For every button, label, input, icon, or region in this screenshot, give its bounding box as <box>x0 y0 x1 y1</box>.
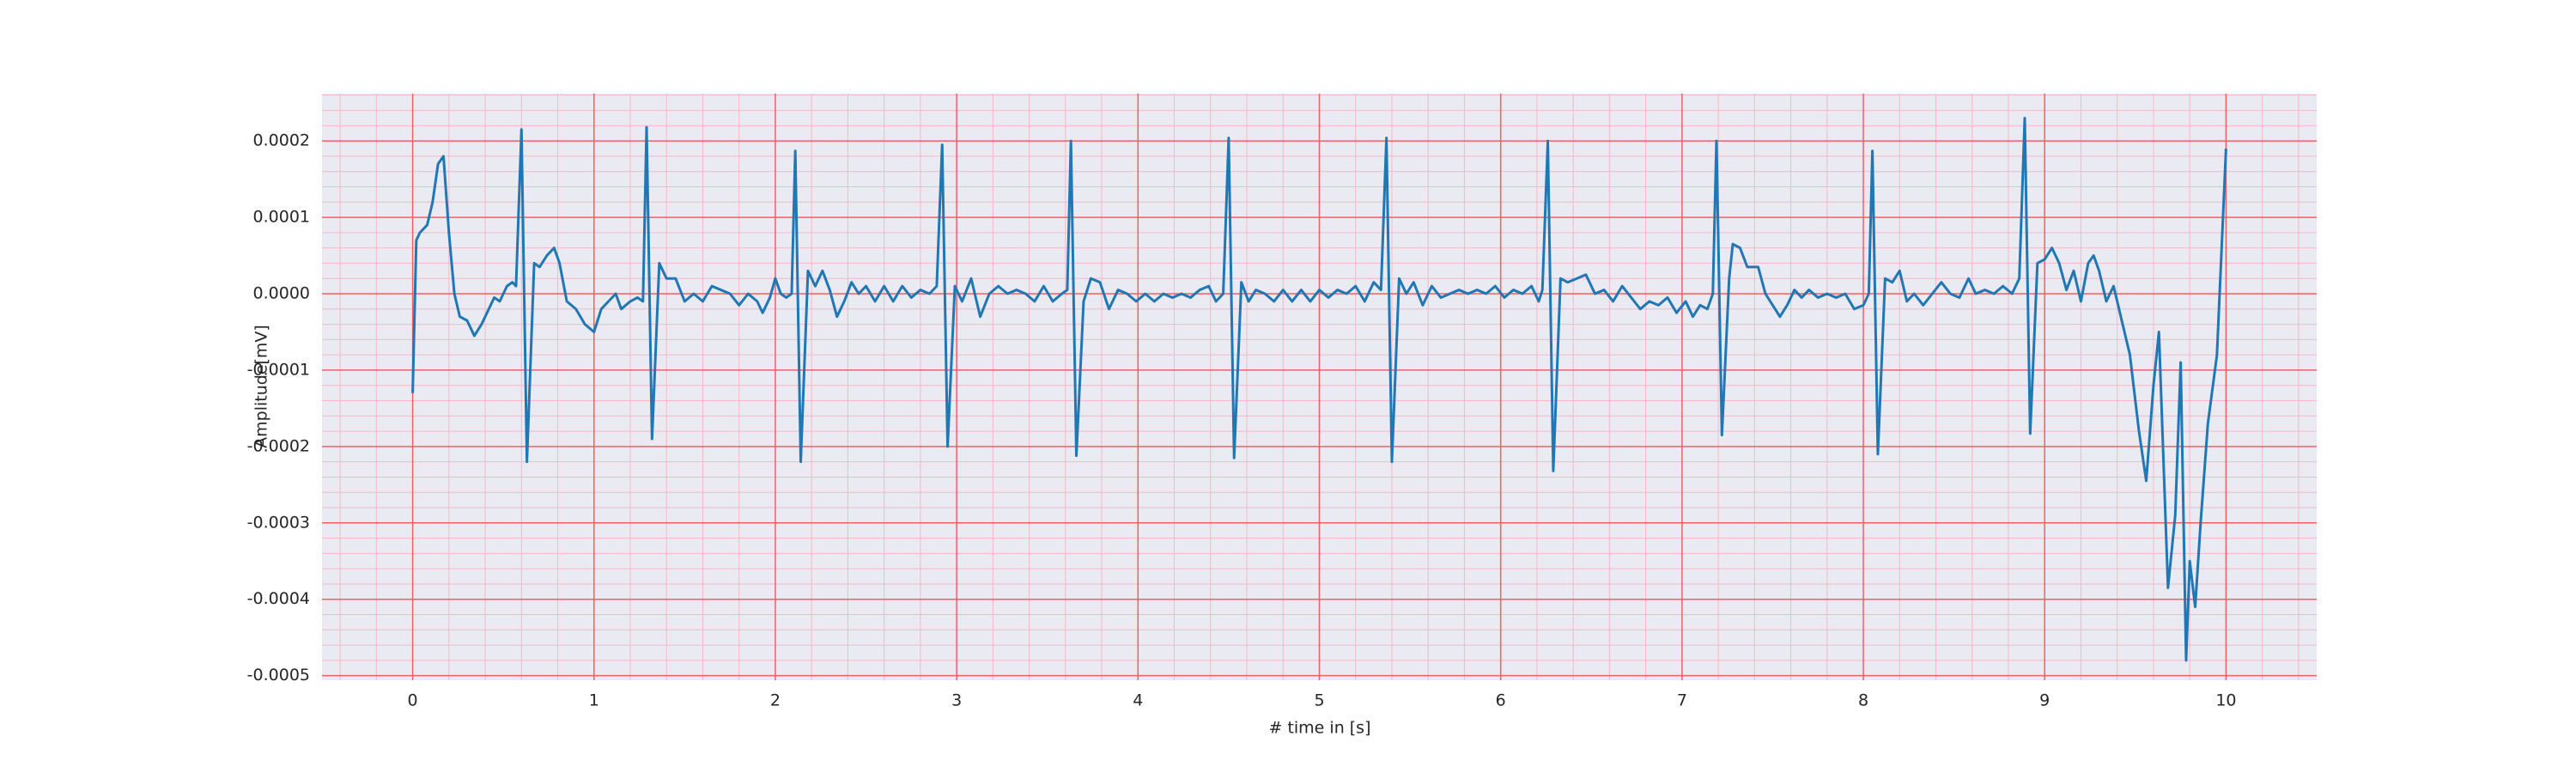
x-tick-label: 6 <box>1496 691 1506 710</box>
x-tick-label: 0 <box>408 691 418 710</box>
y-tick-label: -0.0005 <box>247 666 310 685</box>
x-axis-label: # time in [s] <box>1268 719 1370 738</box>
x-tick-label: 5 <box>1314 691 1324 710</box>
y-tick-label: -0.0003 <box>247 513 310 532</box>
x-tick-label: 10 <box>2215 691 2236 710</box>
x-tick-label: 3 <box>951 691 962 710</box>
x-tick-label: 2 <box>770 691 781 710</box>
x-tick-label: 8 <box>1858 691 1868 710</box>
y-tick-label: 0.0002 <box>253 131 310 150</box>
y-tick-label: -0.0001 <box>247 360 310 379</box>
x-tick-label: 9 <box>2039 691 2050 710</box>
x-tick-label: 4 <box>1133 691 1143 710</box>
y-tick-label: 0.0000 <box>253 284 310 303</box>
y-tick-label: -0.0002 <box>247 436 310 455</box>
y-tick-label: -0.0004 <box>247 589 310 608</box>
y-tick-label: 0.0001 <box>253 208 310 227</box>
y-axis-label: Amplitude[mV] <box>252 325 271 448</box>
signal-line <box>411 116 2227 662</box>
x-tick-label: 7 <box>1677 691 1687 710</box>
x-tick-label: 1 <box>589 691 599 710</box>
